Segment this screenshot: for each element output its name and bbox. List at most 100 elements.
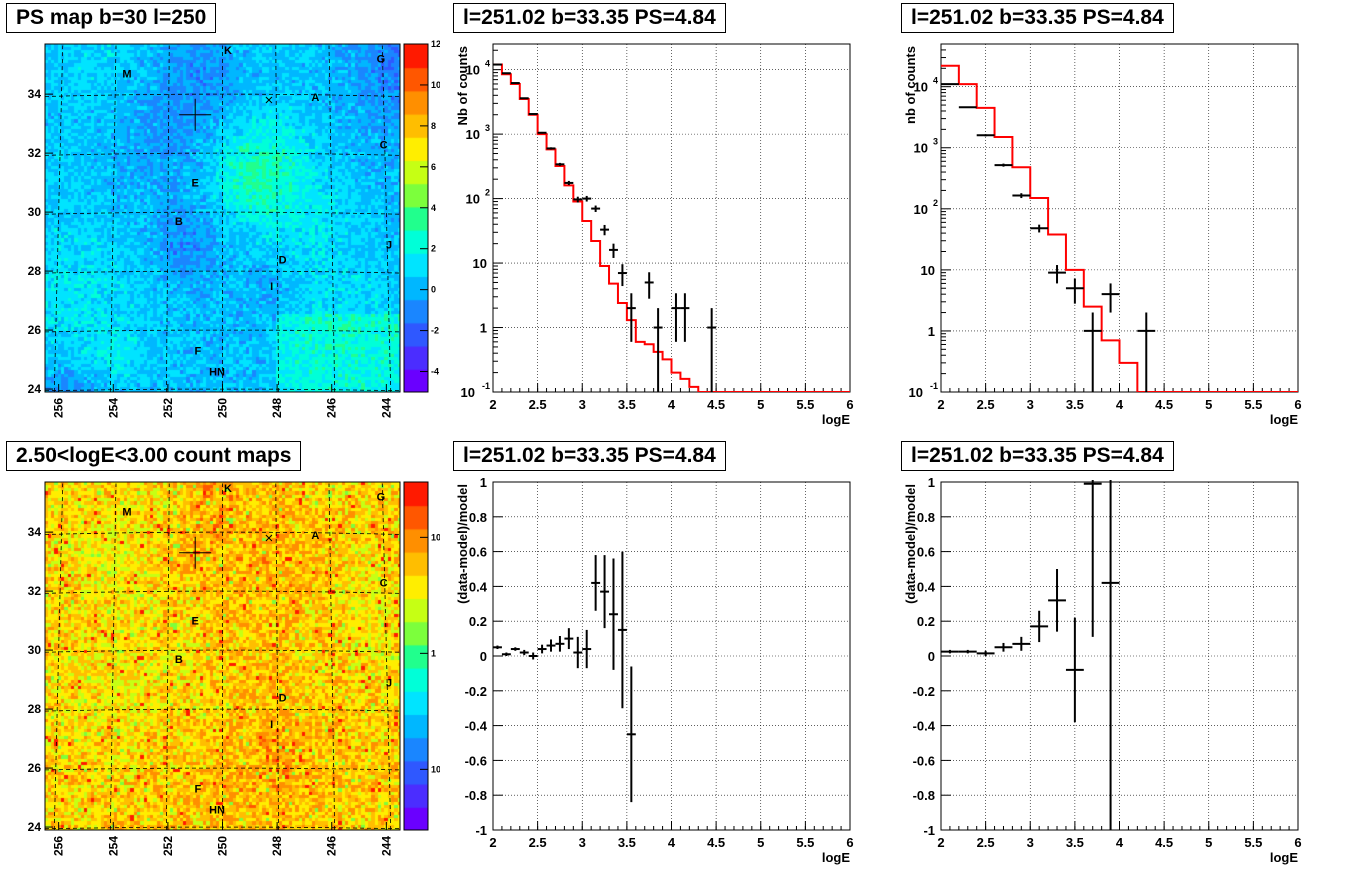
plot2-xtick-label: 3 bbox=[579, 397, 586, 412]
plot4-residual-point bbox=[609, 558, 618, 670]
plot3-data-point bbox=[958, 106, 977, 109]
spectrum-right-title: l=251.02 b=33.35 PS=4.84 bbox=[901, 3, 1174, 33]
spectrum-left-pad: l=251.02 b=33.35 PS=4.84 2 2.5 3 3.5 4 4.5 5 5.… bbox=[445, 0, 895, 438]
plot4-residual-point bbox=[537, 644, 547, 654]
plot5-ytick-label: 0.6 bbox=[917, 545, 935, 560]
plot5-plot-area bbox=[941, 480, 1120, 830]
plot5-ytick-label: 0 bbox=[928, 649, 935, 664]
plot2-data-point bbox=[653, 308, 663, 392]
plot2-xtick-label: 5.5 bbox=[796, 397, 814, 412]
plot3-xtick-label: 4 bbox=[1116, 397, 1124, 412]
map2-ytick-label: 24 bbox=[28, 820, 42, 834]
map1-xtick-label: 252 bbox=[161, 398, 175, 418]
ps-map-colorbar-label: 6 bbox=[431, 162, 436, 172]
plot4-ytick-label: -0.8 bbox=[465, 788, 487, 803]
plot5-xtick-label: 2 bbox=[937, 835, 944, 850]
plot3-ytick-exponent: 3 bbox=[933, 137, 938, 147]
map1-source-label: K bbox=[224, 45, 232, 57]
plot5-ytick-label: 1 bbox=[928, 475, 935, 490]
map2-graticule-l bbox=[275, 483, 279, 831]
map2-graticule-b bbox=[44, 531, 401, 535]
ps-map-colorbar-label: 0 bbox=[431, 285, 436, 295]
map2-source-label: E bbox=[192, 616, 199, 628]
plot2-data-point bbox=[644, 272, 654, 299]
plot3-data-point bbox=[1083, 312, 1102, 392]
plot4-xtick-label: 6 bbox=[846, 835, 853, 850]
map1-graticule-b bbox=[44, 270, 401, 274]
map2-source-label: B bbox=[175, 654, 183, 666]
plot3-model-histogram bbox=[941, 64, 1298, 392]
ps-map-colorbar-label: 12 bbox=[431, 39, 440, 49]
plot4-plot-area bbox=[493, 551, 636, 803]
plot2-data-point bbox=[519, 97, 529, 100]
map1-source-label: C bbox=[380, 139, 388, 151]
plot4-residual-point bbox=[591, 555, 601, 611]
plot5-residual-point bbox=[994, 642, 1013, 652]
map2-graticule-b bbox=[44, 590, 401, 594]
map1-xtick-label: 254 bbox=[106, 398, 120, 418]
plot2-ylabel: Nb of counts bbox=[455, 46, 470, 125]
plot2-xtick-label: 5 bbox=[757, 397, 764, 412]
plot3-data-point bbox=[1101, 283, 1120, 313]
plot4-residual-point bbox=[510, 647, 520, 651]
plot4-ytick-label: 0.2 bbox=[469, 614, 487, 629]
residual-left-pad: l=251.02 b=33.35 PS=4.84 2 2.5 3 3.5 4 4.5 5 5.… bbox=[445, 438, 895, 876]
plot3-xtick-label: 2 bbox=[937, 397, 944, 412]
ps-map-title: PS map b=30 l=250 bbox=[6, 3, 217, 33]
plot3-ytick-label: 10 bbox=[914, 202, 928, 217]
map2-source-label: F bbox=[195, 784, 202, 796]
map1-source-label: M bbox=[122, 68, 131, 80]
plot3-data-point bbox=[1137, 312, 1156, 392]
plot4-ytick-label: -1 bbox=[475, 823, 487, 838]
map1-ytick-label: 28 bbox=[28, 264, 42, 278]
plot4-xtick-label: 3.5 bbox=[618, 835, 636, 850]
map2-source-label: J bbox=[386, 678, 392, 690]
ps-map-colorbar-label: -4 bbox=[431, 367, 439, 377]
plot4-residual-point bbox=[600, 555, 610, 629]
plot3-xtick-label: 3 bbox=[1027, 397, 1034, 412]
map2-xtick-label: 244 bbox=[379, 836, 393, 856]
plot2-ytick-label: 1 bbox=[480, 321, 487, 336]
plot2-ytick-exponent: 2 bbox=[485, 188, 490, 198]
plot2-model-histogram bbox=[493, 63, 850, 392]
residual-left-svg: 2 2.5 3 3.5 4 4.5 5 5.5 6 -1 -0.8 -0.6 -0.4 -0.2 0 0.2 0… bbox=[455, 475, 854, 865]
plot2-data-point bbox=[609, 243, 618, 258]
plot3-data-point bbox=[941, 83, 959, 86]
map1-graticule-l bbox=[109, 45, 117, 393]
plot5-ylabel: (data-model)/model bbox=[903, 484, 918, 604]
map2-graticule-l bbox=[109, 483, 117, 831]
map2-source-label: HN bbox=[209, 804, 225, 816]
plot5-ytick-label: -0.6 bbox=[913, 753, 935, 768]
plot5-ytick-label: -0.8 bbox=[913, 788, 935, 803]
plot3-data-point bbox=[1048, 265, 1066, 284]
plot3-ytick-label: 10 bbox=[914, 80, 928, 95]
plot5-ytick-label: -1 bbox=[923, 823, 935, 838]
map2-graticule-l bbox=[328, 483, 336, 831]
map2-ytick-label: 30 bbox=[28, 643, 42, 657]
ps-map-colorbar-label: 8 bbox=[431, 121, 436, 131]
plot4-xlabel: logE bbox=[822, 850, 850, 865]
plot2-data-point bbox=[528, 113, 538, 116]
map1-xtick-label: 244 bbox=[379, 398, 393, 418]
map2-xtick-label: 246 bbox=[325, 836, 339, 856]
map2-source-label: G bbox=[377, 492, 386, 504]
map2-xtick-label: 256 bbox=[52, 836, 66, 856]
plot2-data-point bbox=[537, 131, 547, 134]
map2-ytick-label: 34 bbox=[28, 525, 42, 539]
spectrum-right-svg: 2 2.5 3 3.5 4 4.5 5 5.5 6 10 -1 1 10 10 2 10 3 10 4 logE nb … bbox=[903, 43, 1302, 427]
map1-graticule-l bbox=[275, 45, 279, 393]
plot3-xtick-label: 5 bbox=[1205, 397, 1212, 412]
plot3-ylabel: nb of counts bbox=[903, 46, 918, 124]
plot3-xtick-label: 4.5 bbox=[1155, 397, 1173, 412]
map1-graticule-b bbox=[44, 329, 401, 333]
plot4-residual-point bbox=[564, 628, 574, 650]
plot2-data-point bbox=[493, 63, 502, 66]
ps-map-colorbar-label: -2 bbox=[431, 326, 439, 336]
plot5-xtick-label: 5 bbox=[1205, 835, 1212, 850]
map1-source-label: D bbox=[279, 254, 287, 266]
plot2-data-point bbox=[501, 72, 511, 75]
plot4-xtick-label: 4 bbox=[668, 835, 676, 850]
plot5-ytick-label: -0.2 bbox=[913, 684, 935, 699]
plot2-data-point bbox=[510, 82, 520, 85]
plot4-residual-point bbox=[546, 639, 556, 652]
